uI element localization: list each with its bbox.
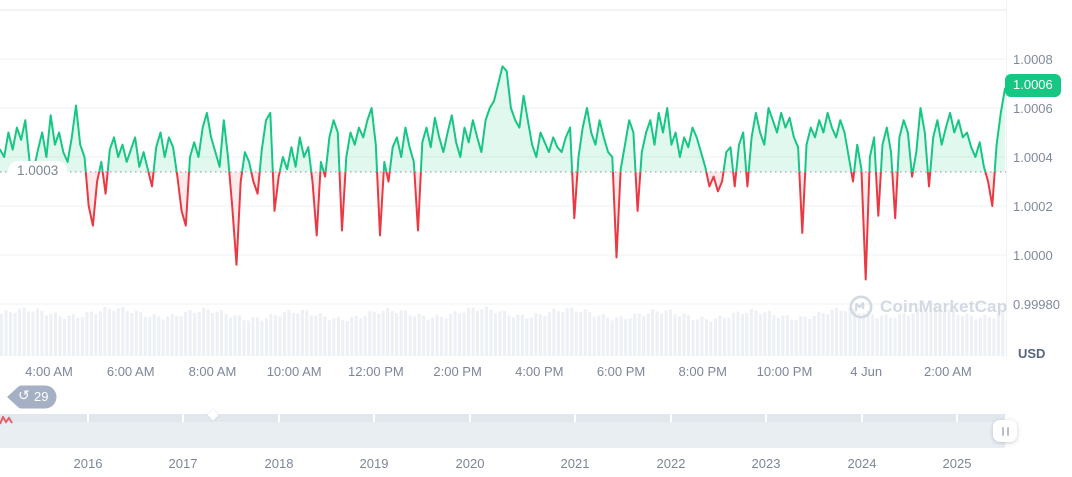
volume-bars	[0, 306, 1005, 356]
timeline-year-label: 2023	[751, 456, 781, 471]
x-axis-tick: 8:00 PM	[678, 364, 727, 379]
minimap-tick-divider	[670, 414, 672, 422]
minimap-tick-divider	[765, 414, 767, 422]
x-axis-tick: 10:00 PM	[756, 364, 813, 379]
open-price-label: 1.0003	[8, 161, 68, 182]
price-chart[interactable]	[0, 0, 1007, 356]
current-price-badge: 1.0006	[1005, 74, 1061, 97]
minimap-tick-divider	[87, 414, 89, 422]
y-axis-tick: 0.99980	[1013, 297, 1060, 312]
minimap-tick-divider	[182, 414, 184, 422]
timeline-year-label: 2022	[656, 456, 686, 471]
timeline-year-label: 2019	[359, 456, 389, 471]
x-axis-tick: 8:00 AM	[188, 364, 237, 379]
y-axis-tick: 1.0000	[1013, 248, 1053, 263]
history-icon: ↺	[18, 387, 30, 403]
x-axis-tick: 10:00 AM	[266, 364, 322, 379]
history-count: 29	[34, 389, 49, 404]
minimap-tick-divider	[574, 414, 576, 422]
y-axis-unit-label: USD	[1018, 346, 1046, 361]
x-axis-tick: 4:00 AM	[25, 364, 73, 379]
x-axis-tick: 6:00 AM	[106, 364, 155, 379]
minimap-tick-divider	[373, 414, 375, 422]
timeline-year-label: 2025	[942, 456, 972, 471]
coinmarketcap-watermark: CoinMarketCap	[849, 295, 1007, 319]
y-axis-tick: 1.0006	[1013, 101, 1053, 116]
history-badge-shape	[7, 385, 57, 409]
minimap-right-handle[interactable]	[993, 420, 1017, 442]
x-axis-tick: 6:00 PM	[596, 364, 646, 379]
timeline-year-label: 2018	[264, 456, 294, 471]
minimap-tick-divider	[861, 414, 863, 422]
x-axis-tick: 12:00 PM	[348, 364, 404, 379]
minimap-mini-series	[0, 416, 13, 425]
minimap-tick-divider	[956, 414, 958, 422]
coinmarketcap-logo-icon	[849, 295, 873, 319]
y-axis-tick: 1.0002	[1013, 199, 1053, 214]
minimap-tick-divider	[278, 414, 280, 422]
x-axis-tick: 4 Jun	[850, 364, 883, 379]
x-axis-tick: 4:00 PM	[515, 364, 564, 379]
y-axis-tick: 1.0008	[1013, 52, 1053, 67]
timeline-year-label: 2020	[455, 456, 485, 471]
timeline-year-label: 2021	[560, 456, 590, 471]
timeline-year-label: 2024	[847, 456, 877, 471]
timeline-minimap[interactable]	[0, 409, 1005, 450]
minimap-tick-strip	[0, 414, 1005, 422]
minimap-track[interactable]	[0, 422, 1005, 448]
minimap-tick-divider	[469, 414, 471, 422]
history-badge[interactable]: ↺ 29	[6, 383, 59, 411]
y-axis-tick: 1.0004	[1013, 150, 1053, 165]
x-axis-tick: 2:00 PM	[433, 364, 482, 379]
timeline-year-label: 2016	[73, 456, 103, 471]
x-axis-tick: 2:00 AM	[924, 364, 972, 379]
timeline-year-label: 2017	[168, 456, 198, 471]
watermark-label: CoinMarketCap	[880, 297, 1008, 316]
